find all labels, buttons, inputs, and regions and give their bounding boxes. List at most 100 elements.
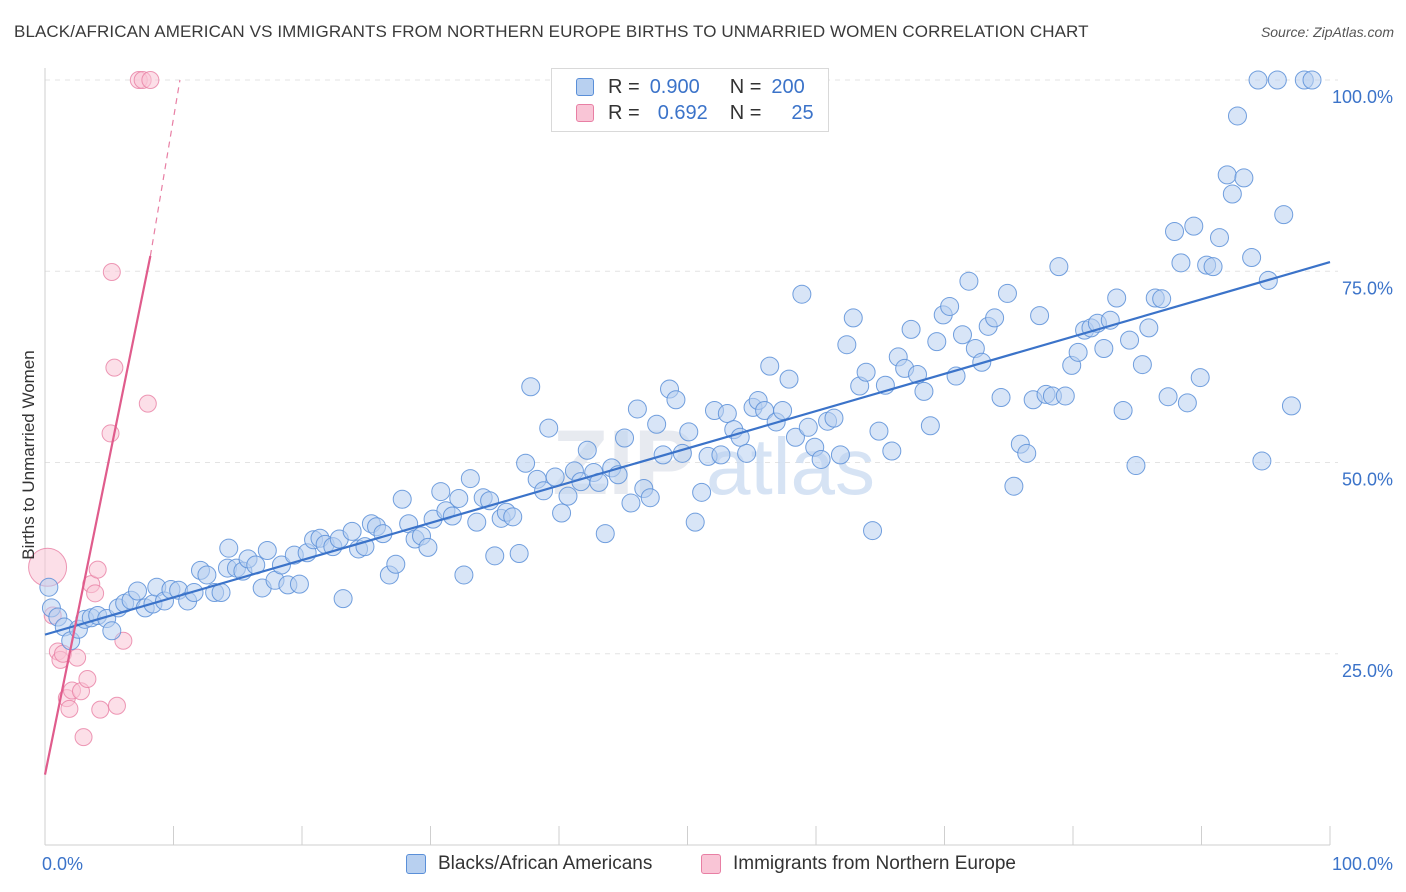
blue-point xyxy=(920,416,940,436)
blue-point xyxy=(1209,228,1229,248)
blue-point xyxy=(577,440,597,460)
blue-point xyxy=(940,296,960,316)
blue-point xyxy=(1203,257,1223,277)
bottom-legend-blacks: Blacks/African Americans xyxy=(406,851,652,877)
blue-point xyxy=(621,493,641,513)
blue-point xyxy=(1217,165,1237,185)
blue-point xyxy=(959,271,979,291)
blue-point xyxy=(1113,400,1133,420)
pink-swatch xyxy=(576,104,594,122)
blue-point xyxy=(1227,106,1247,126)
blue-point xyxy=(1004,476,1024,496)
blue-point xyxy=(1281,396,1301,416)
blue-point xyxy=(460,469,480,489)
blue-point xyxy=(392,489,412,509)
blue-point xyxy=(901,319,921,339)
blue-point xyxy=(1120,330,1140,350)
correlation-legend: R = 0.900 N = 200 R = 0.692 N = 25 xyxy=(551,68,829,132)
bottom-legend-label: Blacks/African Americans xyxy=(438,853,653,874)
blue-point xyxy=(485,546,505,566)
x-tick-label: 100.0% xyxy=(1332,854,1393,874)
blue-point xyxy=(908,365,928,385)
blue-point xyxy=(509,544,529,564)
blue-point xyxy=(1017,443,1037,463)
r-value: 0.900 xyxy=(649,75,700,98)
r-label: R = xyxy=(608,75,640,98)
blue-point xyxy=(1184,216,1204,236)
blue-point xyxy=(997,283,1017,303)
blue-point xyxy=(386,554,406,574)
pink-point xyxy=(68,648,87,667)
blue-point xyxy=(1242,247,1262,267)
blue-point xyxy=(1252,451,1272,471)
tick-labels: 25.0% 50.0% 75.0% 100.0% 0.0% 100.0% xyxy=(42,87,1393,874)
series-immigrants-northern-europe xyxy=(28,71,160,747)
trend-line-blacks xyxy=(44,261,1331,636)
pink-point xyxy=(78,669,97,688)
blue-point xyxy=(1152,289,1172,309)
trend-extension-immigrants xyxy=(149,79,181,257)
blue-point xyxy=(647,414,667,434)
blue-point xyxy=(539,418,559,438)
blue-point xyxy=(666,390,686,410)
blue-point xyxy=(1030,306,1050,326)
blue-point xyxy=(1190,368,1210,388)
blue-point xyxy=(717,404,737,424)
blue-point xyxy=(342,521,362,541)
blue-point xyxy=(454,565,474,585)
chart-title: BLACK/AFRICAN AMERICAN VS IMMIGRANTS FRO… xyxy=(14,22,1089,41)
pink-swatch xyxy=(701,854,721,874)
blue-point xyxy=(856,362,876,382)
pink-point xyxy=(141,71,160,89)
blue-point xyxy=(1055,386,1075,406)
blue-point xyxy=(798,417,818,437)
y-tick-label: 25.0% xyxy=(1342,661,1393,681)
blue-point xyxy=(39,577,59,597)
axes xyxy=(44,68,1331,846)
pink-point xyxy=(102,263,121,282)
blue-point xyxy=(467,512,487,532)
bottom-legend-immigrants: Immigrants from Northern Europe xyxy=(701,851,1016,877)
blue-point xyxy=(516,453,536,473)
blue-point xyxy=(333,589,353,609)
blue-point xyxy=(503,507,523,527)
blue-point xyxy=(431,482,451,502)
blue-point xyxy=(521,377,541,397)
trend-lines xyxy=(43,79,1331,775)
blue-point xyxy=(373,524,393,544)
blue-point xyxy=(197,565,217,585)
n-value: 200 xyxy=(771,75,805,98)
blue-point xyxy=(418,537,438,557)
blue-point xyxy=(773,400,793,420)
pink-point xyxy=(91,700,110,719)
n-label: N = xyxy=(729,75,762,98)
blue-point xyxy=(779,369,799,389)
blue-point xyxy=(545,467,565,487)
blue-point xyxy=(882,441,902,461)
blue-point xyxy=(869,421,889,441)
blue-point xyxy=(952,325,972,345)
blue-point xyxy=(679,422,699,442)
blue-point xyxy=(1158,387,1178,407)
blue-point xyxy=(449,488,469,508)
blue-point xyxy=(640,488,660,508)
bottom-legend-label: Immigrants from Northern Europe xyxy=(733,853,1016,874)
y-axis-label: Births to Unmarried Women xyxy=(19,350,38,559)
blue-point xyxy=(257,540,277,560)
blue-point xyxy=(1132,355,1152,375)
pink-point xyxy=(107,696,126,715)
y-tick-label: 100.0% xyxy=(1332,87,1393,107)
blue-swatch xyxy=(406,854,426,874)
pink-point xyxy=(86,584,105,603)
blue-point xyxy=(1267,70,1287,90)
blue-point xyxy=(792,284,812,304)
blue-point xyxy=(552,503,572,523)
blue-point xyxy=(615,428,635,448)
r-label: R = xyxy=(608,101,640,124)
source-label: Source: ZipAtlas.com xyxy=(1260,24,1394,40)
x-tick-label: 0.0% xyxy=(42,854,83,874)
blue-point xyxy=(1139,318,1159,338)
pink-point xyxy=(74,728,93,747)
blue-point xyxy=(692,482,712,502)
